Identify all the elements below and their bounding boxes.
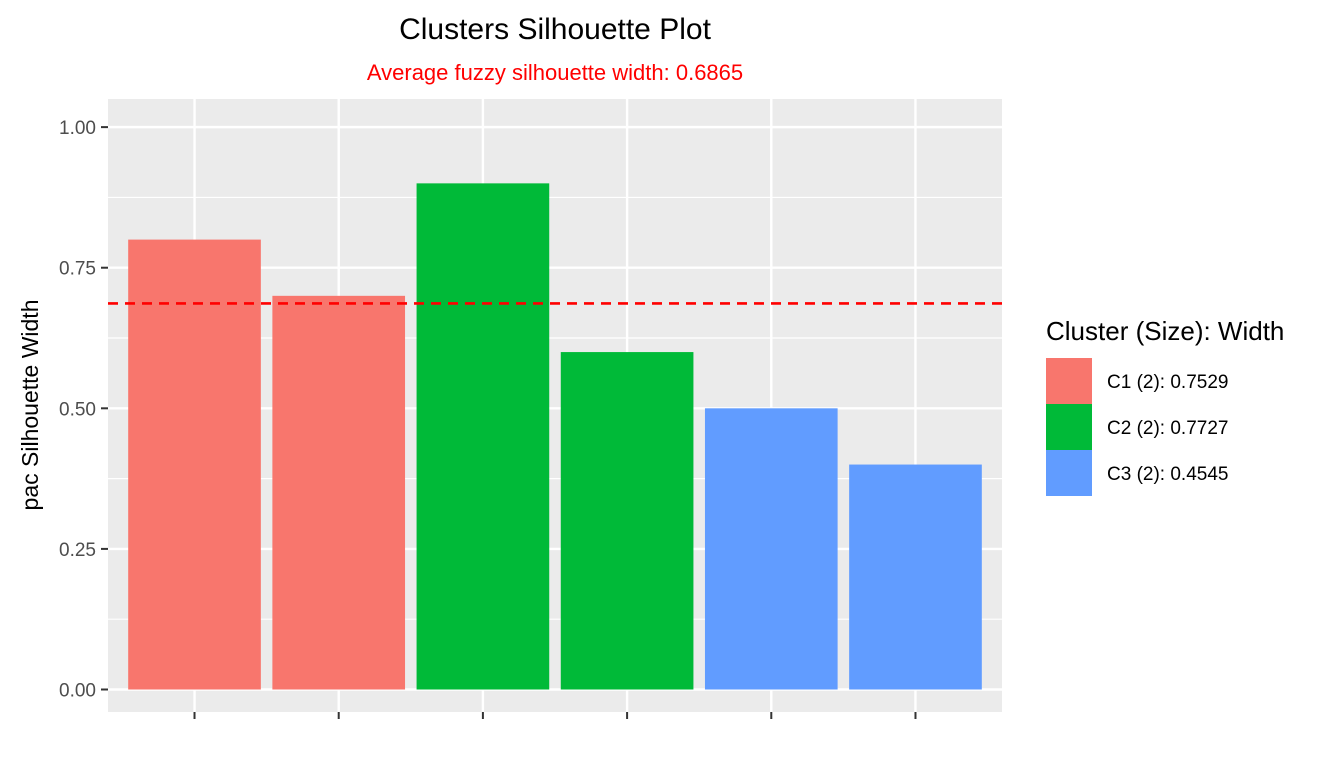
legend-key-c1 bbox=[1046, 358, 1092, 404]
bar-c3-5 bbox=[704, 408, 838, 690]
legend-title: Cluster (Size): Width bbox=[1046, 316, 1284, 346]
y-tick-label: 0.75 bbox=[59, 259, 96, 280]
legend: Cluster (Size): Width C1 (2): 0.7529 C2 (… bbox=[1046, 316, 1284, 496]
chart-subtitle: Average fuzzy silhouette width: 0.6865 bbox=[367, 60, 743, 85]
bars bbox=[128, 183, 982, 690]
bar-c1-1 bbox=[128, 239, 261, 690]
y-tick-label: 1.00 bbox=[59, 118, 96, 139]
bar-c2-3 bbox=[416, 183, 550, 690]
y-axis-title: pac Silhouette Width bbox=[17, 300, 43, 511]
legend-key-c2 bbox=[1046, 404, 1092, 450]
y-tick-label: 0.25 bbox=[59, 540, 96, 561]
chart-title: Clusters Silhouette Plot bbox=[399, 13, 711, 46]
y-tick-label: 0.00 bbox=[59, 681, 96, 702]
bar-c1-2 bbox=[272, 295, 406, 690]
y-axis: 0.00 0.25 0.50 0.75 1.00 bbox=[59, 118, 917, 719]
y-tick-label: 0.50 bbox=[59, 399, 96, 420]
legend-label-c1: C1 (2): 0.7529 bbox=[1107, 372, 1228, 393]
legend-label-c2: C2 (2): 0.7727 bbox=[1107, 418, 1228, 439]
bar-c2-4 bbox=[560, 352, 694, 690]
legend-key-c3 bbox=[1046, 450, 1092, 496]
bar-c3-6 bbox=[849, 464, 982, 690]
legend-label-c3: C3 (2): 0.4545 bbox=[1107, 464, 1228, 485]
